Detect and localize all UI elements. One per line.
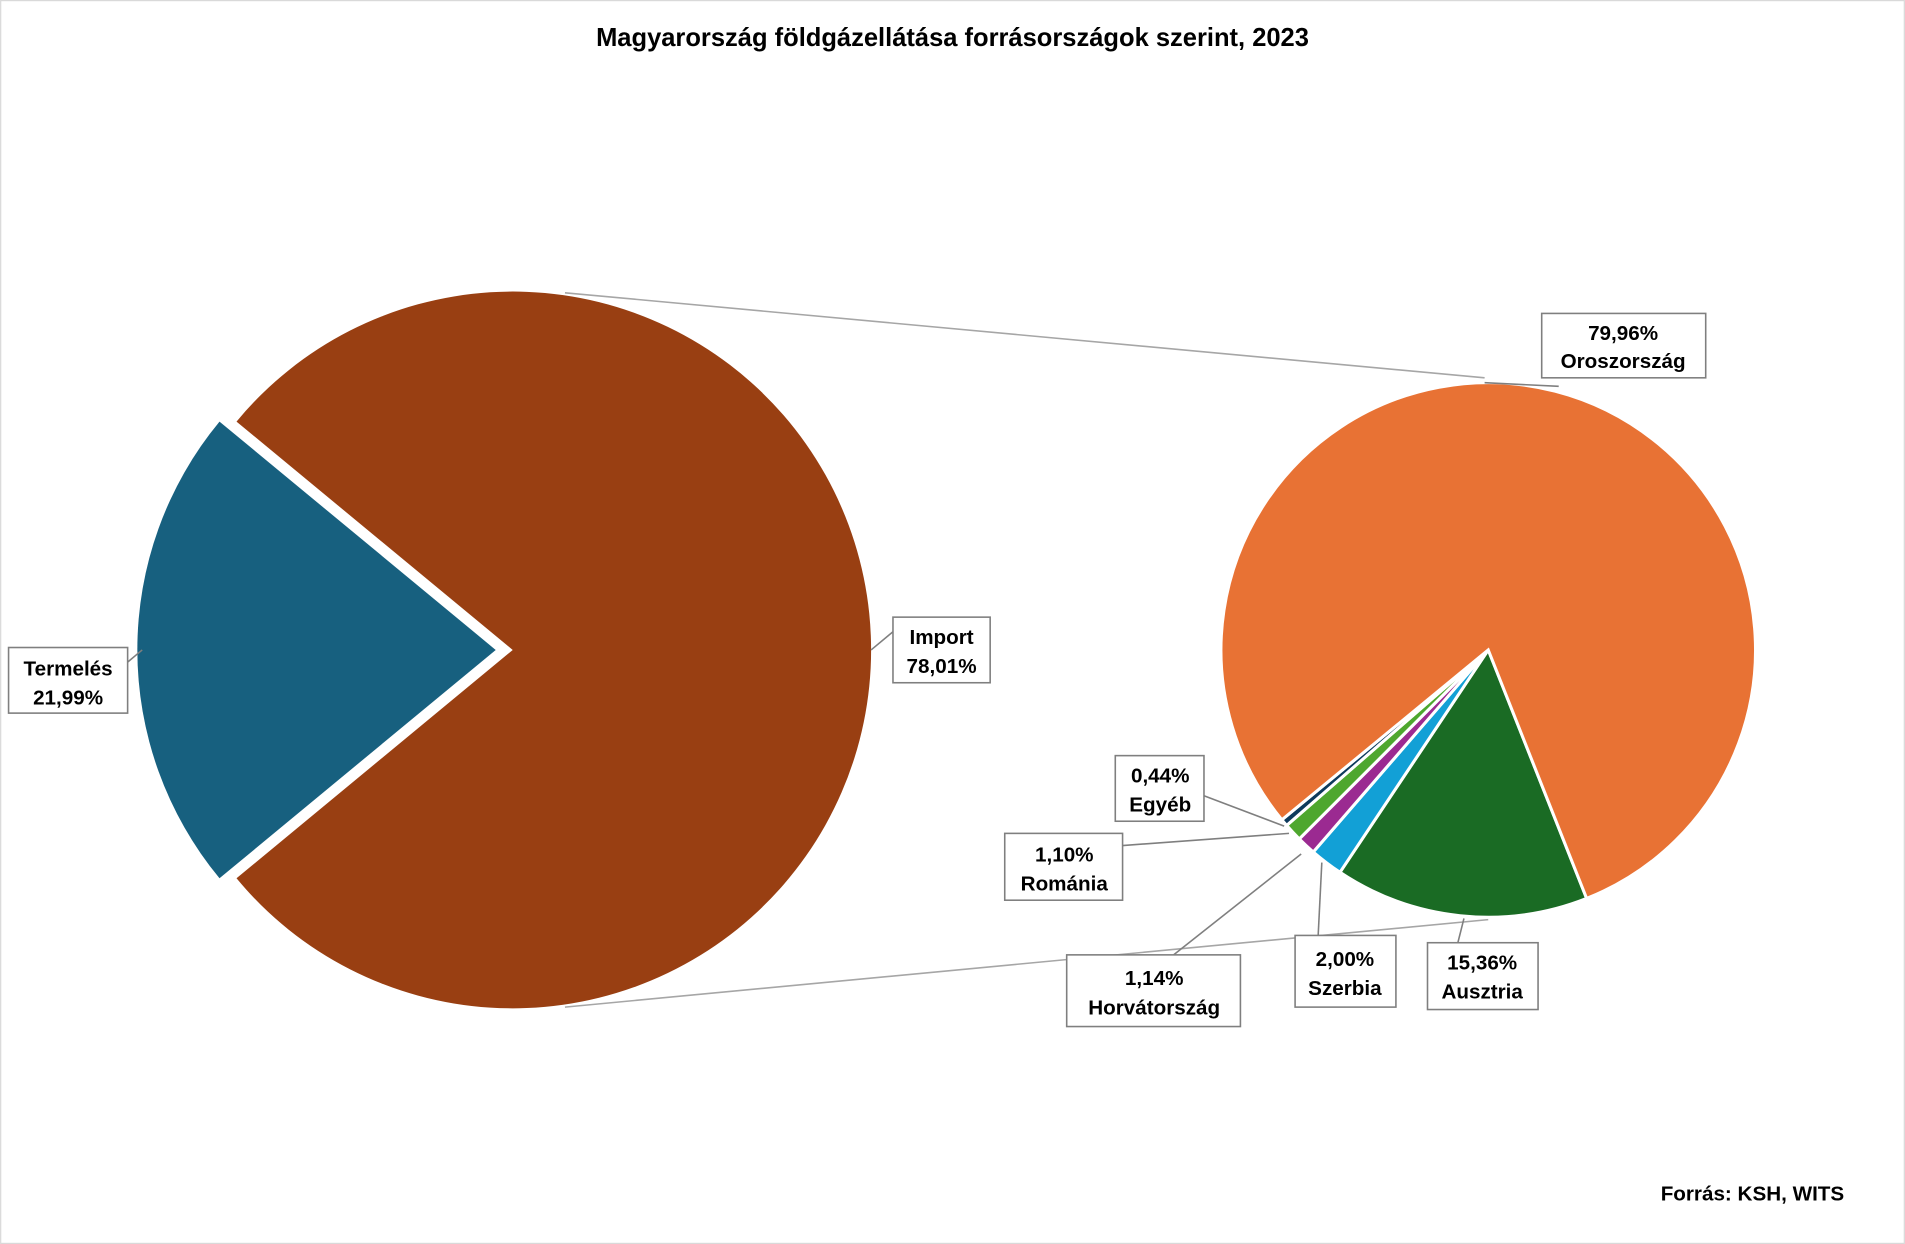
chart-title: Magyarország földgázellátása forrásorszá… — [596, 24, 1309, 52]
secondary-pie — [1219, 381, 1757, 919]
svg-text:79,96%: 79,96% — [1588, 322, 1658, 345]
pie-slice-termeles — [137, 421, 496, 879]
data-label-oroszorszag: 79,96% Oroszország — [1540, 312, 1707, 379]
svg-text:Ausztria: Ausztria — [1441, 981, 1523, 1004]
svg-text:Termelés: Termelés — [24, 657, 113, 680]
svg-text:Import: Import — [909, 626, 973, 649]
svg-text:Oroszország: Oroszország — [1561, 350, 1686, 373]
svg-text:78,01%: 78,01% — [907, 655, 977, 678]
data-label-termeles: Termelés 21,99% — [7, 646, 129, 714]
svg-text:Románia: Románia — [1021, 872, 1109, 895]
data-label-ausztria: 15,36% Ausztria — [1426, 941, 1539, 1011]
main-pie — [137, 291, 872, 1009]
svg-text:21,99%: 21,99% — [33, 687, 103, 710]
connector-line-bottom — [564, 918, 1489, 1008]
svg-text:2,00%: 2,00% — [1316, 948, 1375, 971]
svg-text:Horvátország: Horvátország — [1088, 996, 1220, 1019]
data-label-romania: 1,10% Románia — [1003, 832, 1124, 901]
svg-text:Egyéb: Egyéb — [1129, 794, 1191, 817]
pie-slice-oroszorszag — [1219, 381, 1757, 901]
leader-lines — [127, 381, 1559, 956]
svg-text:1,14%: 1,14% — [1125, 967, 1184, 990]
data-label-egyeb: 0,44% Egyéb — [1114, 754, 1205, 823]
svg-text:Szerbia: Szerbia — [1308, 977, 1382, 1000]
svg-text:1,10%: 1,10% — [1035, 843, 1094, 866]
data-label-import: Import 78,01% — [892, 616, 991, 684]
connector-line-top — [564, 291, 1485, 379]
pie-slice-import — [236, 291, 872, 1009]
svg-text:15,36%: 15,36% — [1447, 951, 1517, 974]
source-note: Forrás: KSH, WITS — [1661, 1182, 1845, 1205]
data-label-szerbia: 2,00% Szerbia — [1294, 934, 1397, 1008]
svg-text:0,44%: 0,44% — [1131, 764, 1190, 787]
pie-slice-ausztria — [1337, 646, 1589, 919]
data-label-horvatorszag: 1,14% Horvátország — [1065, 954, 1242, 1028]
